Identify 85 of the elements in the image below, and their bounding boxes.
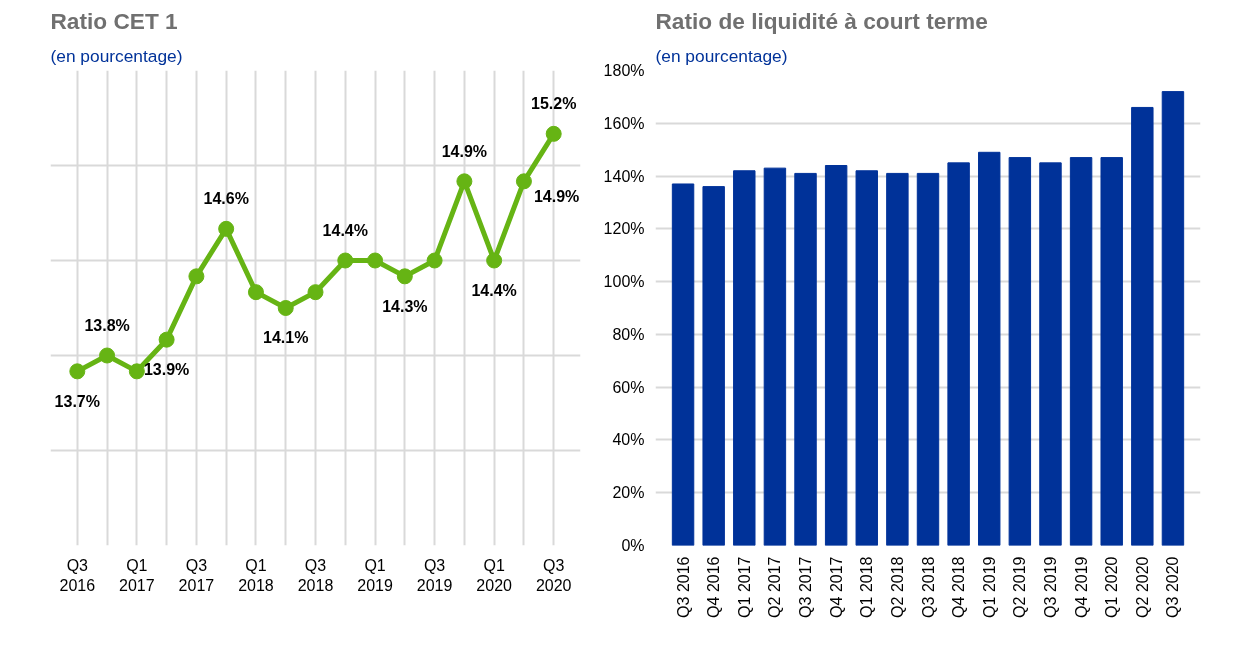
y-tick-label: 140%	[603, 167, 645, 185]
point	[128, 363, 145, 380]
data-label: 13.8%	[84, 317, 130, 335]
bar	[886, 172, 909, 546]
point	[99, 347, 116, 364]
x-tick-label: Q3 2020	[1164, 556, 1182, 618]
bar	[1008, 157, 1032, 546]
x-tick-label: Q4 2016	[705, 556, 723, 618]
x-tick-label: Q1 2017	[735, 556, 753, 618]
bar	[671, 183, 695, 546]
chart-subtitle: (en pourcentage)	[655, 45, 788, 66]
y-tick-label: 60%	[612, 378, 645, 396]
y-tick-label: 100%	[603, 273, 645, 291]
x-tick-label: Q3 2018	[919, 556, 937, 618]
bar	[978, 151, 1001, 546]
x-tick-label: Q3 2016	[674, 556, 692, 618]
y-tick-label: 180%	[603, 62, 645, 79]
y-tick-label: 40%	[612, 431, 645, 449]
chart-subtitle: (en pourcentage)	[50, 45, 183, 66]
x-tick-label: Q1 2018	[238, 556, 274, 594]
y-tick-label: 20%	[612, 484, 645, 502]
x-tick-label: Q3 2018	[297, 556, 334, 594]
point	[307, 284, 324, 301]
bar	[702, 186, 725, 546]
point	[367, 252, 384, 269]
bar	[763, 167, 787, 546]
data-label: 13.9%	[143, 361, 190, 379]
x-tick-label: Q1 2020	[476, 556, 513, 594]
x-tick-label: Q3 2017	[178, 556, 215, 594]
y-tick-label: 80%	[612, 325, 645, 343]
x-tick-label: Q2 2020	[1133, 556, 1151, 618]
point	[158, 331, 175, 348]
bar	[916, 172, 940, 546]
y-tick-label: 0%	[621, 537, 645, 554]
point	[247, 284, 264, 301]
bar	[855, 170, 878, 546]
data-label: 14.3%	[382, 297, 428, 315]
data-label: 14.9%	[533, 187, 580, 205]
data-label: 15.2%	[531, 95, 577, 113]
point	[69, 363, 86, 380]
point	[456, 173, 473, 190]
point	[218, 220, 235, 237]
x-tick-label: Q4 2019	[1072, 556, 1090, 618]
data-label: 14.6%	[203, 190, 249, 208]
bar	[733, 170, 756, 546]
x-tick-label: Q3 2017	[797, 556, 815, 618]
data-label: 13.7%	[54, 392, 100, 410]
x-tick-label: Q2 2017	[766, 556, 784, 618]
bar	[1131, 106, 1154, 546]
point	[426, 252, 443, 269]
x-tick-label: Q2 2019	[1011, 556, 1029, 618]
chart-title: Ratio de liquidité à court terme	[655, 7, 988, 34]
point	[337, 252, 354, 269]
x-tick-label: Q1 2019	[980, 556, 998, 618]
x-tick-label: Q3 2016	[59, 556, 96, 594]
data-label: 14.4%	[471, 281, 517, 299]
x-tick-label: Q4 2018	[950, 556, 968, 618]
data-label: 14.9%	[441, 142, 488, 160]
data-label: 14.1%	[263, 329, 309, 347]
point	[515, 173, 532, 190]
x-tick-label: Q1 2018	[858, 556, 876, 618]
x-tick-label: Q1 2017	[119, 556, 155, 594]
x-tick-label: Q3 2019	[416, 556, 453, 594]
y-tick-label: 160%	[603, 114, 645, 132]
point	[545, 125, 562, 142]
y-tick-label: 120%	[603, 220, 645, 238]
x-tick-label: Q3 2019	[1041, 556, 1059, 618]
bar	[1039, 162, 1062, 546]
x-tick-label: Q1 2020	[1103, 556, 1121, 618]
point	[188, 268, 205, 285]
data-label: 14.4%	[322, 222, 368, 240]
bar	[1069, 157, 1093, 546]
bar	[1161, 91, 1185, 546]
bar	[824, 165, 848, 546]
x-tick-label: Q2 2018	[888, 556, 906, 618]
bar	[947, 162, 970, 546]
bar	[794, 172, 817, 546]
x-tick-label: Q1 2019	[357, 556, 393, 594]
x-tick-label: Q4 2017	[827, 556, 845, 618]
point	[277, 300, 294, 316]
x-tick-label: Q3 2020	[535, 556, 572, 594]
chart-title: Ratio CET 1	[50, 7, 178, 34]
point	[396, 268, 413, 285]
point	[486, 252, 503, 269]
bar	[1100, 157, 1123, 546]
